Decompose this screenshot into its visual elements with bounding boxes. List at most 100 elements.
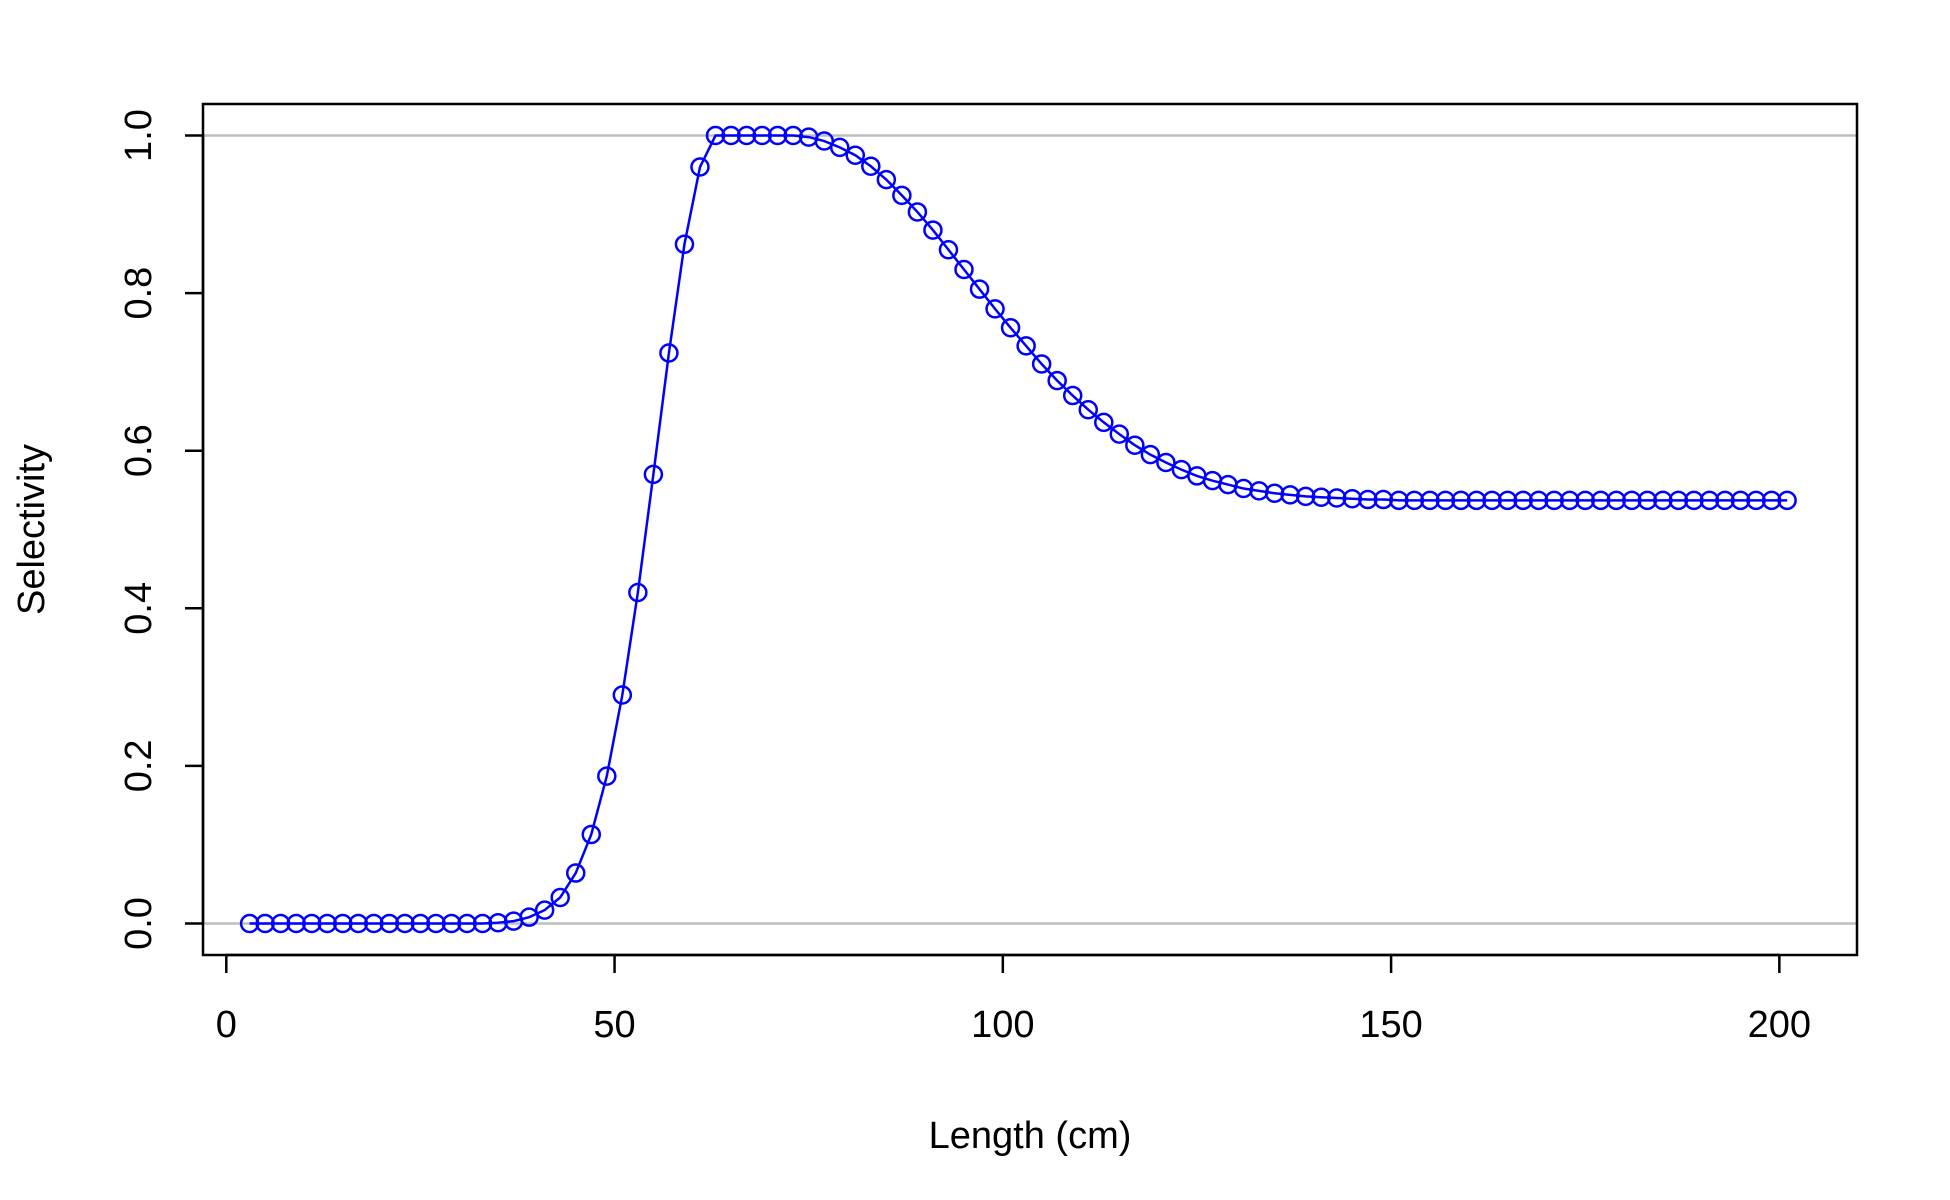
data-point [1156, 452, 1176, 473]
y-axis-title: Selectivity [11, 444, 53, 615]
data-point [534, 900, 555, 920]
data-point [845, 145, 866, 165]
data-point [612, 685, 633, 705]
data-point [861, 156, 881, 176]
data-point [1311, 487, 1331, 507]
data-point [1140, 444, 1161, 465]
data-point [938, 240, 959, 260]
data-point [1497, 490, 1518, 511]
data-point [767, 125, 788, 146]
y-tick-label: 0.4 [118, 582, 160, 635]
data-point [1404, 490, 1425, 511]
data-point [736, 125, 757, 146]
y-tick-label: 0.8 [118, 267, 160, 320]
data-point [1544, 490, 1564, 511]
data-point [1699, 490, 1720, 511]
data-point [1528, 490, 1549, 511]
plot-frame [201, 102, 1859, 957]
data-point [1466, 490, 1487, 511]
y-tick-label: 0.0 [118, 897, 160, 950]
data-point [1295, 486, 1316, 507]
data-point [907, 202, 928, 222]
reference-lines [203, 134, 1857, 925]
data-point [923, 220, 943, 240]
data-point [597, 766, 617, 786]
data-point [1264, 483, 1285, 504]
data-point [876, 169, 897, 190]
data-point [255, 913, 275, 934]
data-point [1777, 490, 1797, 511]
x-tick-label: 150 [1359, 1004, 1422, 1046]
data-point [550, 887, 570, 908]
data-point [1420, 490, 1440, 511]
data-point [721, 125, 741, 146]
series-layer [239, 125, 1797, 934]
data-point [643, 464, 664, 485]
data-point [426, 913, 446, 934]
data-point [1482, 490, 1502, 511]
data-point [317, 913, 337, 934]
data-point [364, 913, 384, 934]
data-point [395, 913, 415, 934]
data-point [457, 913, 477, 934]
data-point [488, 912, 508, 933]
data-point [1000, 318, 1021, 338]
data-point [1094, 412, 1114, 433]
data-point [286, 913, 306, 934]
data-point [985, 299, 1005, 319]
data-point [239, 913, 260, 934]
data-point [441, 913, 462, 934]
data-point [1653, 490, 1673, 511]
data-point [1389, 490, 1409, 511]
data-point [1513, 490, 1533, 511]
data-point [1559, 490, 1580, 511]
data-point [1031, 354, 1052, 374]
data-point [628, 582, 648, 603]
x-tick-label: 200 [1748, 1004, 1811, 1046]
y-tick-label: 0.6 [118, 424, 160, 477]
data-point [1590, 490, 1611, 511]
data-point [1684, 490, 1704, 511]
data-point [301, 913, 322, 934]
x-tick-label: 50 [593, 1004, 635, 1046]
data-point [1326, 488, 1347, 508]
data-point [690, 157, 710, 177]
y-tick-label: 0.2 [118, 739, 160, 792]
data-point [659, 343, 679, 363]
y-tick-label: 1.0 [118, 109, 160, 162]
data-point [752, 125, 772, 146]
data-point [348, 913, 369, 934]
data-point [519, 907, 539, 927]
data-point [472, 913, 493, 934]
data-point [1342, 489, 1363, 509]
x-axis-title: Length (cm) [929, 1115, 1132, 1157]
data-point [783, 125, 803, 146]
x-tick-label: 0 [216, 1004, 237, 1046]
data-point [581, 824, 602, 845]
data-point [1280, 485, 1300, 505]
data-point [565, 863, 586, 883]
series-line [249, 134, 1788, 925]
data-point [1746, 490, 1766, 511]
x-axis: 0 50 100 150 200 [216, 953, 1811, 1046]
data-point [892, 185, 912, 206]
data-point [674, 234, 695, 255]
data-point [1451, 490, 1471, 511]
data-point [1761, 490, 1782, 511]
y-axis: 0.0 0.2 0.4 0.6 0.8 1.0 [118, 109, 205, 950]
data-point [1125, 435, 1145, 455]
data-point [1575, 490, 1595, 511]
data-point [1435, 490, 1456, 511]
data-point [1358, 489, 1378, 510]
data-point [830, 137, 850, 158]
data-point [1606, 490, 1627, 511]
data-point [1730, 490, 1751, 511]
data-point [1622, 490, 1642, 511]
data-point [1637, 490, 1658, 511]
data-point [333, 913, 353, 934]
data-point [954, 259, 974, 280]
data-point [1715, 490, 1735, 511]
data-point [379, 913, 400, 934]
data-point [969, 279, 990, 299]
